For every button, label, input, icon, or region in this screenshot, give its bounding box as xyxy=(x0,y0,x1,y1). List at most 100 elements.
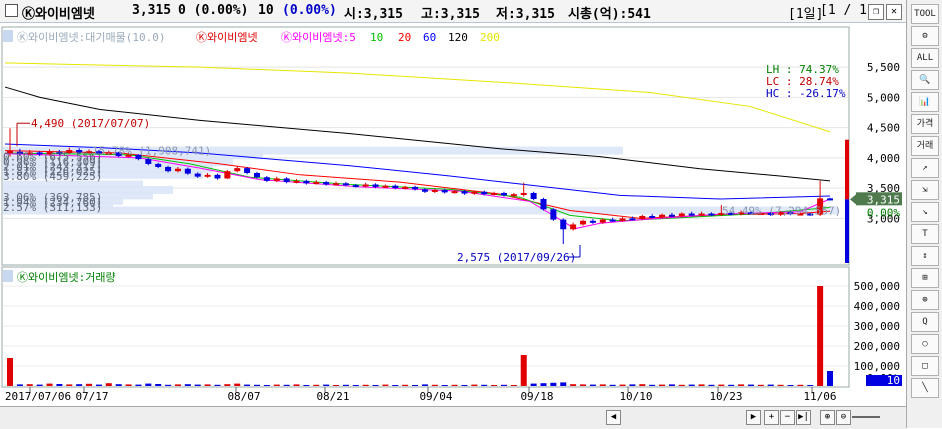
crosshair-icon[interactable]: ⊕ xyxy=(911,290,939,310)
ma20-legend: 20 xyxy=(398,31,411,44)
change-value: 0 (0.00%) xyxy=(178,3,249,18)
candle-body xyxy=(491,192,498,195)
volume-range-bar xyxy=(845,199,849,263)
scroll-left-icon[interactable]: ◀ xyxy=(606,410,621,425)
volume-bar xyxy=(421,384,428,386)
select-checkbox[interactable] xyxy=(5,4,18,17)
close-window-icon[interactable]: ✕ xyxy=(886,4,902,20)
volume-bar xyxy=(797,384,804,386)
trend-line-icon[interactable]: ↗ xyxy=(911,158,939,178)
volume-bar xyxy=(659,384,666,386)
magnifier-icon[interactable]: Q xyxy=(911,312,939,332)
settings-icon[interactable]: ⚙ xyxy=(911,26,939,46)
profile-legend: Ⓚ와이비엠넷:대기매물(10.0) xyxy=(17,31,165,44)
rectangle-icon[interactable]: □ xyxy=(911,356,939,376)
chart-area[interactable]: Ⓚ와이비엠넷:대기매물(10.0) Ⓚ와이비엠넷 Ⓚ와이비엠넷:5 10 20 60 120… xyxy=(0,0,906,428)
drawing-toolbar: TOOL ⚙ ALL 🔍 📊 가격 거래 ↗ ⇲ ↘ T ↕ ⊞ ⊕ Q ○ □ ╲ xyxy=(906,0,942,428)
candle-body xyxy=(174,168,181,172)
current-volume-box xyxy=(866,375,902,386)
draw-icon[interactable]: 🔍 xyxy=(911,70,939,90)
volume-profile-bar xyxy=(3,196,123,205)
scroll-right-icon[interactable]: ▶ xyxy=(746,410,761,425)
ma5-legend: Ⓚ와이비엠넷:5 xyxy=(281,31,356,44)
volume-bar xyxy=(224,384,231,386)
chart-type-icon[interactable]: 📊 xyxy=(911,92,939,112)
volume-bar xyxy=(817,286,824,386)
period-label[interactable]: [1일] xyxy=(788,7,824,22)
candle-body xyxy=(86,151,93,154)
candle-body xyxy=(560,219,567,230)
volume-bar xyxy=(441,385,448,386)
zoom-slider[interactable] xyxy=(852,416,880,418)
zoom-out-icon[interactable]: − xyxy=(780,410,795,425)
channel-icon[interactable]: ⇲ xyxy=(911,180,939,200)
volume-bar xyxy=(253,384,260,386)
candle-body xyxy=(263,177,270,181)
volume-bar xyxy=(234,383,241,386)
volume-profile-bar xyxy=(3,185,173,194)
volume-bar xyxy=(105,383,112,386)
hc-stat: HC : -26.17% xyxy=(766,87,846,100)
profile-row-label: 3.80% (459,225) xyxy=(3,170,102,183)
volume-bar xyxy=(283,384,290,386)
market-cap: 시총(억):541 xyxy=(568,7,651,22)
restore-window-icon[interactable]: ❐ xyxy=(868,4,884,20)
profile-row-label: 2.01% (243,317) xyxy=(3,160,102,173)
zoom-search-out-icon[interactable]: ⊖ xyxy=(836,410,851,425)
volume-bar xyxy=(135,384,142,386)
low-marker-label: 2,575 (2017/09/26) xyxy=(457,251,576,264)
ma200-legend: 200 xyxy=(480,31,500,44)
circle-icon[interactable]: ○ xyxy=(911,334,939,354)
volume-profile-bar xyxy=(3,164,213,173)
price-icon[interactable]: 가격 xyxy=(911,114,939,134)
candle-body xyxy=(342,183,349,186)
grid-icon[interactable]: ⊞ xyxy=(911,268,939,288)
candle-body xyxy=(441,189,448,193)
lc-stat: LC : 28.74% xyxy=(766,75,839,88)
volume-bar xyxy=(323,384,330,386)
all-icon[interactable]: ALL xyxy=(911,48,939,68)
scroll-end-icon[interactable]: ▶| xyxy=(796,410,811,425)
fibonacci-icon[interactable]: ↕ xyxy=(911,246,939,266)
volume-bar xyxy=(451,384,458,386)
volume-bar xyxy=(639,384,646,386)
date-axis-label: 08/07 xyxy=(227,390,260,403)
candle-body xyxy=(333,183,340,186)
volume-bar xyxy=(293,384,300,386)
candle-body xyxy=(244,168,251,173)
scroll-bar[interactable]: ◀ ▶ + − ▶| ⊕ ⊖ xyxy=(0,406,906,429)
date-axis-label: 11/06 xyxy=(803,390,836,403)
volume-icon[interactable]: 거래 xyxy=(911,136,939,156)
volume-pane[interactable] xyxy=(1,266,850,388)
zoom-search-in-icon[interactable]: ⊕ xyxy=(820,410,835,425)
volume-bar xyxy=(461,385,468,386)
volume-bar xyxy=(382,384,389,386)
candle-body xyxy=(214,174,221,179)
volume-bar xyxy=(174,384,181,386)
volume-bar xyxy=(807,385,814,386)
zoom-in-icon[interactable]: + xyxy=(764,410,779,425)
title-bar: Ⓚ와이비엠넷 3,315 0 (0.00%) 10 (0.00%) 시:3,31… xyxy=(0,0,906,23)
candle-body xyxy=(421,189,428,192)
volume-bar xyxy=(688,384,695,386)
candle-body xyxy=(95,151,102,154)
profile-row-label: 3.06% (369,785) xyxy=(3,191,102,204)
candle-body xyxy=(36,152,43,155)
volume-profile-bar xyxy=(3,146,623,155)
profile-top-label: 15.78% (1,908,741) xyxy=(92,145,211,158)
volume-axis-label: 300,000 xyxy=(854,320,900,333)
profile-row-label: 1.87% (226,025) xyxy=(3,165,102,178)
volume-bar xyxy=(66,384,73,386)
candle-body xyxy=(747,212,754,215)
ma60-line xyxy=(4,143,831,200)
volume-bar xyxy=(649,384,656,386)
volume-bar xyxy=(491,385,498,386)
fan-icon[interactable]: ↘ xyxy=(911,202,939,222)
price-axis-label: 3,500 xyxy=(867,182,900,195)
text-icon[interactable]: T xyxy=(911,224,939,244)
candle-body xyxy=(46,151,53,155)
volume-bar xyxy=(214,384,221,386)
line-icon[interactable]: ╲ xyxy=(911,378,939,398)
volume-bar xyxy=(560,382,567,386)
tool-menu-icon[interactable]: TOOL xyxy=(911,4,939,24)
